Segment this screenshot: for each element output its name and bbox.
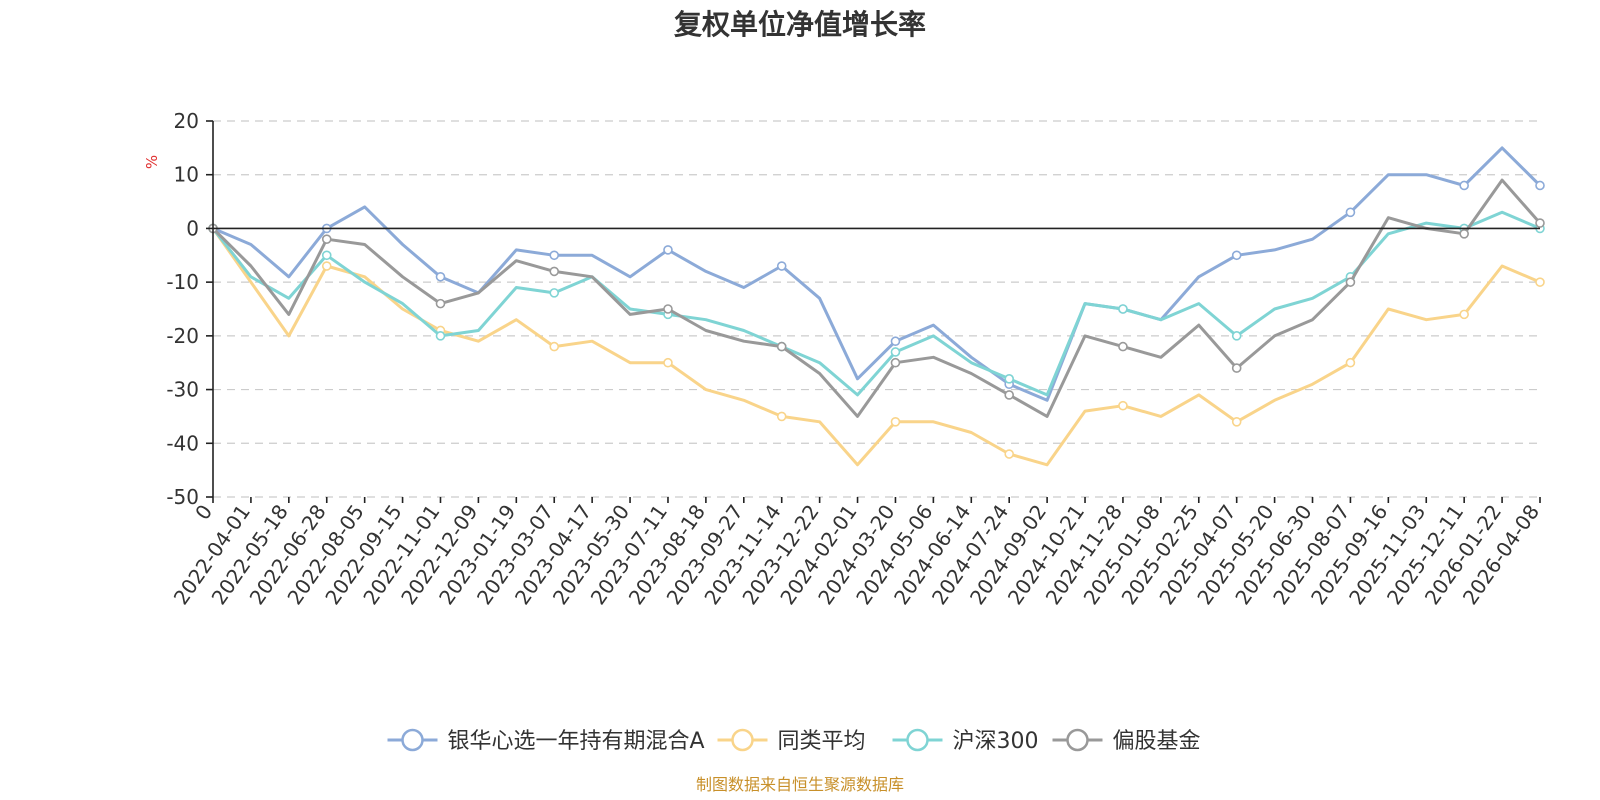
y-axis-unit: % xyxy=(143,155,161,169)
series-line xyxy=(211,210,1542,397)
data-point xyxy=(776,261,787,271)
data-point xyxy=(890,357,901,368)
data-point xyxy=(321,250,332,261)
legend-marker-icon xyxy=(401,728,424,752)
y-tick-label: -20 xyxy=(166,324,199,348)
data-point xyxy=(663,245,673,255)
data-point xyxy=(321,261,332,271)
series-line xyxy=(211,178,1542,418)
series-1 xyxy=(208,146,1545,402)
data-point xyxy=(1231,331,1242,341)
data-point xyxy=(435,331,446,341)
legend-label: 同类平均 xyxy=(778,729,866,754)
y-tick-label: -40 xyxy=(166,431,199,455)
legend-marker-icon xyxy=(1066,728,1089,752)
data-point xyxy=(890,347,901,357)
data-point xyxy=(1118,400,1128,411)
data-point xyxy=(549,288,560,298)
series-group xyxy=(208,146,1545,467)
data-point xyxy=(1231,363,1242,373)
data-point xyxy=(549,250,560,261)
legend-label: 沪深300 xyxy=(953,729,1039,754)
y-tick-label: -50 xyxy=(166,485,199,509)
y-tick-label: 20 xyxy=(174,109,199,133)
y-tick-label: 0 xyxy=(186,216,199,240)
series-line xyxy=(211,146,1542,402)
y-tick-label: -30 xyxy=(166,378,199,402)
data-point xyxy=(890,416,901,427)
data-point xyxy=(1231,250,1242,261)
data-point xyxy=(663,304,673,314)
legend-item[interactable]: 银华心选一年持有期混合A xyxy=(387,728,705,754)
y-tick-label: -10 xyxy=(166,270,199,294)
data-point xyxy=(1459,309,1469,320)
data-point xyxy=(890,336,901,347)
x-tick-label: 0 xyxy=(190,500,217,524)
data-point xyxy=(1118,341,1128,352)
data-point xyxy=(1118,304,1128,314)
axes: 20100-10-20-30-40-5002022-04-012022-05-1… xyxy=(166,109,1544,609)
data-point xyxy=(1459,229,1469,239)
chart-title: 复权单位净值增长率 xyxy=(674,8,926,41)
data-point xyxy=(1535,218,1545,228)
data-point xyxy=(435,298,446,309)
legend-marker-icon xyxy=(731,728,754,752)
data-point xyxy=(321,234,332,244)
legend-item[interactable]: 同类平均 xyxy=(717,728,866,754)
data-point xyxy=(663,357,673,368)
data-point xyxy=(1535,277,1545,287)
legend[interactable]: 银华心选一年持有期混合A 同类平均 沪深300 偏股基金 xyxy=(387,728,1201,754)
legend-item[interactable]: 沪深300 xyxy=(892,728,1039,754)
data-point xyxy=(776,411,787,422)
data-point xyxy=(1004,390,1015,400)
legend-marker-icon xyxy=(906,728,929,752)
data-point xyxy=(1231,416,1242,427)
data-source-note: 制图数据来自恒生聚源数据库 xyxy=(696,775,904,794)
series-4 xyxy=(208,178,1545,418)
series-2 xyxy=(208,223,1545,467)
data-point xyxy=(1345,277,1356,287)
data-point xyxy=(1459,180,1469,191)
data-point xyxy=(435,271,446,282)
series-line xyxy=(211,226,1542,467)
grid xyxy=(213,120,1540,498)
legend-label: 银华心选一年持有期混合A xyxy=(448,729,705,754)
data-point xyxy=(776,341,787,352)
data-point xyxy=(549,341,560,352)
y-tick-label: 10 xyxy=(174,163,199,187)
data-point xyxy=(1004,374,1015,384)
legend-item[interactable]: 偏股基金 xyxy=(1052,728,1201,754)
legend-label: 偏股基金 xyxy=(1113,729,1201,754)
data-point xyxy=(549,266,560,277)
data-point xyxy=(1345,207,1356,218)
data-point xyxy=(1535,180,1545,191)
data-point xyxy=(1004,449,1015,459)
data-point xyxy=(1345,357,1356,368)
